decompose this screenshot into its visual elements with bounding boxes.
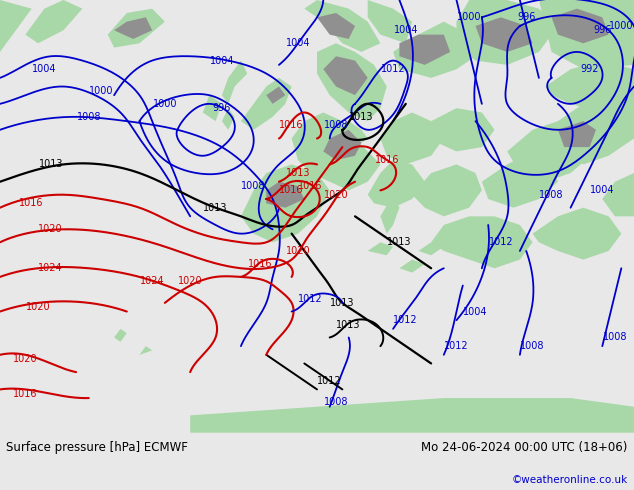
Polygon shape: [108, 9, 165, 48]
Text: 1008: 1008: [242, 181, 266, 191]
Text: 1016: 1016: [280, 121, 304, 130]
Polygon shape: [368, 0, 412, 43]
Text: 1020: 1020: [26, 302, 50, 312]
Text: 1020: 1020: [13, 354, 37, 364]
Polygon shape: [241, 78, 292, 130]
Text: Mo 24-06-2024 00:00 UTC (18+06): Mo 24-06-2024 00:00 UTC (18+06): [421, 441, 628, 454]
Polygon shape: [431, 217, 533, 268]
Text: 1016: 1016: [13, 389, 37, 399]
Text: 1008: 1008: [603, 333, 627, 343]
Polygon shape: [317, 13, 355, 39]
Text: 1016: 1016: [280, 185, 304, 196]
Polygon shape: [482, 151, 558, 208]
Polygon shape: [292, 113, 380, 191]
Text: ©weatheronline.co.uk: ©weatheronline.co.uk: [512, 475, 628, 485]
Polygon shape: [25, 0, 82, 43]
Polygon shape: [368, 160, 425, 208]
Text: 1020: 1020: [324, 190, 348, 200]
Polygon shape: [266, 87, 285, 104]
Text: 1000: 1000: [457, 12, 481, 23]
Text: 1024: 1024: [140, 276, 164, 286]
Text: Surface pressure [hPa] ECMWF: Surface pressure [hPa] ECMWF: [6, 441, 188, 454]
Polygon shape: [558, 121, 596, 147]
Text: 1013: 1013: [337, 319, 361, 329]
Text: 1020: 1020: [286, 246, 310, 256]
Text: 1012: 1012: [444, 341, 469, 351]
Text: 1012: 1012: [394, 315, 418, 325]
Text: 1013: 1013: [204, 203, 228, 213]
Text: 1020: 1020: [39, 224, 63, 234]
Polygon shape: [241, 165, 330, 242]
Polygon shape: [539, 0, 634, 69]
Polygon shape: [399, 260, 425, 272]
Polygon shape: [431, 108, 495, 151]
Text: 1008: 1008: [77, 112, 101, 122]
Polygon shape: [545, 61, 634, 113]
Polygon shape: [304, 0, 380, 52]
Polygon shape: [336, 121, 368, 147]
Polygon shape: [266, 182, 304, 208]
Polygon shape: [323, 56, 368, 95]
Polygon shape: [139, 346, 152, 355]
Polygon shape: [114, 17, 152, 39]
Text: 1008: 1008: [324, 397, 348, 407]
Text: 992: 992: [580, 64, 599, 74]
Text: 1013: 1013: [349, 112, 373, 122]
Text: 1008: 1008: [540, 190, 564, 200]
Text: 996: 996: [517, 12, 535, 23]
Polygon shape: [368, 242, 393, 255]
Text: 1013: 1013: [387, 237, 411, 247]
Polygon shape: [222, 108, 235, 130]
Polygon shape: [571, 0, 634, 65]
Text: 1008: 1008: [324, 121, 348, 130]
Text: 1016: 1016: [375, 155, 399, 165]
Text: 1012: 1012: [299, 294, 323, 303]
Polygon shape: [456, 0, 558, 65]
Text: 1024: 1024: [39, 263, 63, 273]
Polygon shape: [222, 61, 247, 104]
Text: 1013: 1013: [286, 168, 310, 178]
Text: 1012: 1012: [381, 64, 405, 74]
Text: 1012: 1012: [318, 376, 342, 386]
Text: 1013: 1013: [330, 298, 354, 308]
Text: 1020: 1020: [178, 276, 202, 286]
Text: 1000: 1000: [89, 86, 113, 96]
Text: 1016: 1016: [299, 181, 323, 191]
Polygon shape: [558, 95, 634, 165]
Polygon shape: [114, 329, 127, 342]
Text: 1004: 1004: [210, 55, 234, 66]
Polygon shape: [399, 35, 450, 65]
Text: 1004: 1004: [286, 38, 310, 49]
Polygon shape: [323, 130, 361, 160]
Polygon shape: [393, 22, 482, 78]
Polygon shape: [317, 43, 387, 121]
Text: 1016: 1016: [20, 198, 44, 208]
Text: 1008: 1008: [521, 341, 545, 351]
Text: 1013: 1013: [39, 159, 63, 170]
Polygon shape: [602, 173, 634, 217]
Text: 1004: 1004: [32, 64, 56, 74]
Text: 1012: 1012: [489, 237, 513, 247]
Polygon shape: [418, 242, 444, 255]
Polygon shape: [476, 17, 533, 52]
Polygon shape: [380, 113, 444, 165]
Text: 1004: 1004: [394, 25, 418, 35]
Polygon shape: [552, 9, 609, 43]
Polygon shape: [0, 0, 32, 52]
Polygon shape: [533, 208, 621, 260]
Text: 1000: 1000: [609, 21, 633, 31]
Polygon shape: [507, 121, 596, 182]
Polygon shape: [203, 95, 222, 121]
Text: 996: 996: [213, 103, 231, 113]
Polygon shape: [190, 398, 634, 433]
Text: 1004: 1004: [590, 185, 614, 196]
Text: 1016: 1016: [248, 259, 272, 269]
Polygon shape: [380, 195, 399, 234]
Polygon shape: [412, 165, 482, 217]
Text: 1004: 1004: [463, 307, 488, 317]
Text: 1000: 1000: [153, 99, 177, 109]
Text: 996: 996: [593, 25, 611, 35]
